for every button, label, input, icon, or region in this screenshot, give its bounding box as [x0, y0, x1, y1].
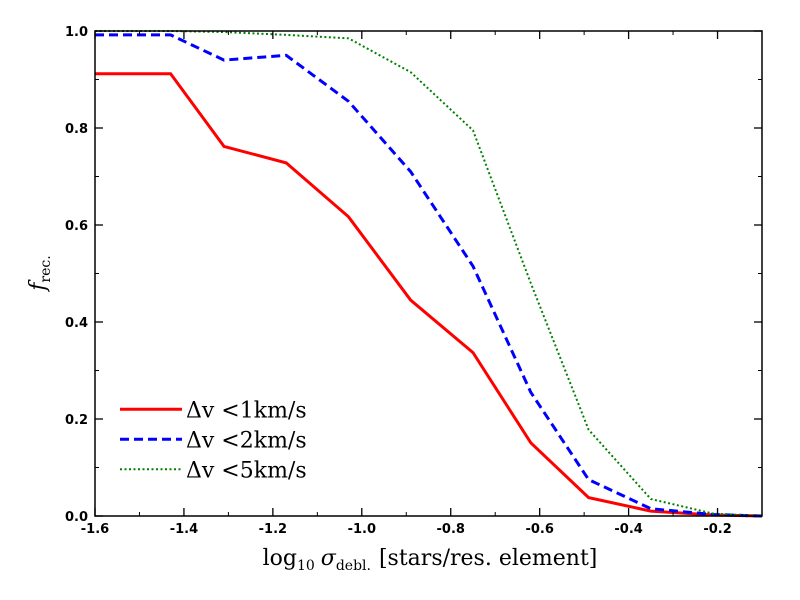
x-tick-label: -1.2 — [259, 522, 287, 537]
y-tick-label: 0.6 — [65, 219, 88, 234]
x-tick-label: -0.4 — [614, 522, 642, 537]
series-layer — [95, 30, 763, 518]
y-tick-label: 0.0 — [65, 510, 88, 525]
series-line-1 — [95, 72, 763, 518]
y-tick-label: 1.0 — [65, 25, 88, 40]
plot-frame — [94, 30, 763, 517]
x-tick-label: -0.8 — [437, 522, 465, 537]
y-tick-label: 0.2 — [65, 413, 88, 428]
y-axis-label: frec. — [26, 255, 54, 292]
x-tick-label: -0.6 — [525, 522, 553, 537]
series-line-3 — [95, 30, 763, 517]
x-tick-label: -0.2 — [703, 522, 731, 537]
x-axis-label: log10 σdebl. [stars/res. element] — [263, 546, 598, 574]
series-line-2 — [95, 33, 763, 518]
y-tick-label: 0.4 — [65, 316, 88, 331]
legend-label-2: Δv <2km/s — [186, 428, 307, 453]
x-tick-label: -1.0 — [348, 522, 376, 537]
legend: Δv <1km/s Δv <2km/s Δv <5km/s — [120, 398, 307, 483]
legend-label-1: Δv <1km/s — [186, 398, 307, 423]
y-tick-label: 0.8 — [65, 122, 88, 137]
x-tick-label: -1.6 — [81, 522, 109, 537]
ticks-layer: -1.6 -1.4 -1.2 -1.0 -0.8 -0.6 -0.4 -0.2 0.0 0.2 0.… — [65, 25, 763, 537]
x-tick-label: -1.4 — [170, 522, 198, 537]
legend-label-3: Δv <5km/s — [186, 458, 307, 483]
